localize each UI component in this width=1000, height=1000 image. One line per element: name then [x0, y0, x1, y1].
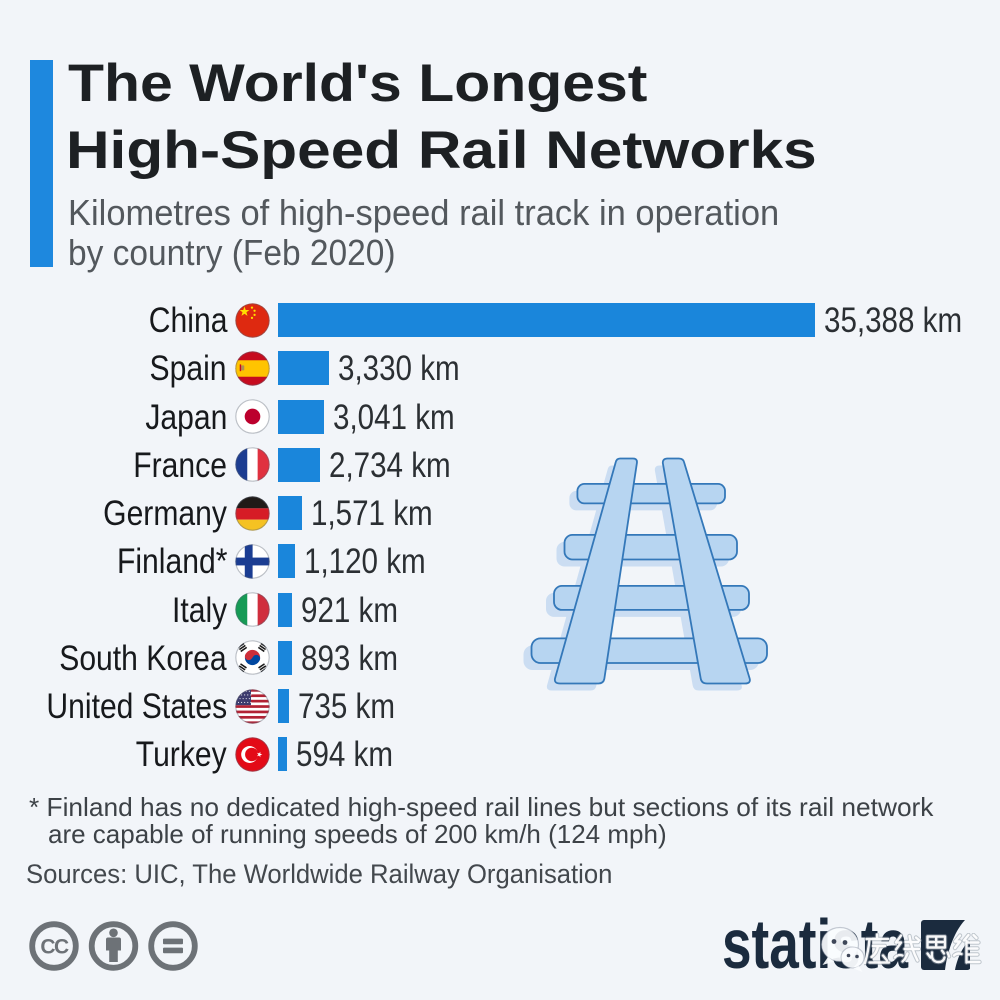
svg-text:CC: CC [40, 936, 69, 959]
